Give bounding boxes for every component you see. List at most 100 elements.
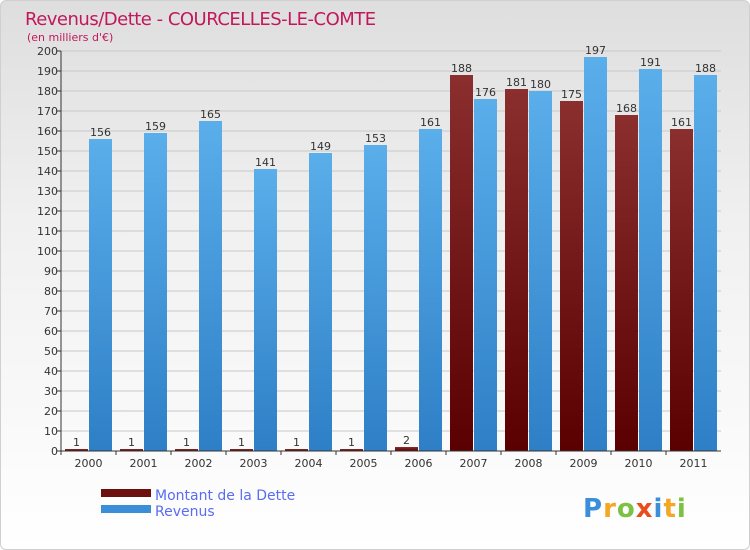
value-label-dette-2001: 1 — [128, 436, 135, 449]
x-tick-label: 2007 — [460, 457, 488, 470]
value-label-dette-2007: 188 — [451, 62, 472, 75]
logo-letter: i — [677, 494, 687, 524]
bar-dette-2009 — [560, 101, 583, 451]
y-tick-label: 100 — [37, 245, 58, 258]
bar-revenus-2010 — [639, 69, 662, 451]
bar-dette-2010 — [615, 115, 638, 451]
bar-dette-2005 — [340, 449, 363, 451]
value-label-revenus-2009: 197 — [585, 44, 606, 57]
value-label-revenus-2005: 153 — [365, 132, 386, 145]
x-tick-label: 2005 — [350, 457, 378, 470]
value-label-dette-2003: 1 — [238, 436, 245, 449]
bar-revenus-2007 — [474, 99, 497, 451]
x-tick-label: 2004 — [295, 457, 323, 470]
y-tick-label: 130 — [37, 185, 58, 198]
bar-revenus-2003 — [254, 169, 277, 451]
y-tick-label: 0 — [51, 445, 58, 458]
y-tick-label: 140 — [37, 165, 58, 178]
value-label-dette-2004: 1 — [293, 436, 300, 449]
bar-revenus-2000 — [89, 139, 112, 451]
chart-subtitle: (en milliers d'€) — [27, 31, 113, 44]
chart-title: Revenus/Dette - COURCELLES-LE-COMTE — [25, 9, 376, 30]
bar-revenus-2004 — [309, 153, 332, 451]
logo-letter: r — [603, 494, 617, 524]
y-tick-label: 160 — [37, 125, 58, 138]
legend-swatch-revenus — [101, 505, 151, 513]
value-label-revenus-2006: 161 — [420, 116, 441, 129]
y-tick-label: 190 — [37, 65, 58, 78]
y-tick-label: 180 — [37, 85, 58, 98]
legend-label-dette: Montant de la Dette — [155, 488, 295, 504]
x-tick-label: 2011 — [680, 457, 708, 470]
bar-revenus-2009 — [584, 57, 607, 451]
logo-letter: o — [617, 494, 636, 524]
x-tick-label: 2001 — [130, 457, 158, 470]
x-tick-label: 2010 — [625, 457, 653, 470]
gridlines — [61, 50, 721, 452]
logo-letter: P — [583, 494, 603, 524]
legend-label-revenus: Revenus — [155, 504, 215, 520]
value-label-dette-2002: 1 — [183, 436, 190, 449]
value-label-dette-2011: 161 — [671, 116, 692, 129]
y-tick-label: 170 — [37, 105, 58, 118]
logo-letter: x — [636, 494, 654, 524]
value-label-dette-2000: 1 — [73, 436, 80, 449]
value-label-revenus-2002: 165 — [200, 108, 221, 121]
y-tick-label: 80 — [44, 285, 58, 298]
y-tick-label: 50 — [44, 345, 58, 358]
y-axis: 0 10 20 30 40 50 60 70 80 90 100 110 120 130 140 150 160… — [37, 45, 62, 458]
value-label-revenus-2008: 180 — [530, 78, 551, 91]
y-tick-label: 40 — [44, 365, 58, 378]
bar-dette-2004 — [285, 449, 308, 451]
value-label-revenus-2011: 188 — [695, 62, 716, 75]
bar-revenus-2005 — [364, 145, 387, 451]
value-label-revenus-2010: 191 — [640, 56, 661, 69]
bar-revenus-2006 — [419, 129, 442, 451]
x-tick-label: 2000 — [75, 457, 103, 470]
bar-revenus-2001 — [144, 133, 167, 451]
y-tick-label: 90 — [44, 265, 58, 278]
value-label-dette-2008: 181 — [506, 76, 527, 89]
x-tick-label: 2009 — [570, 457, 598, 470]
logo-letter: t — [663, 494, 676, 524]
legend-swatch-dette — [101, 489, 151, 497]
bar-dette-2006 — [395, 447, 418, 451]
value-label-revenus-2000: 156 — [90, 126, 111, 139]
legend: Montant de la Dette Revenus — [101, 488, 295, 520]
y-tick-label: 30 — [44, 385, 58, 398]
value-label-revenus-2007: 176 — [475, 86, 496, 99]
bar-dette-2002 — [175, 449, 198, 451]
y-tick-label: 70 — [44, 305, 58, 318]
x-tick-label: 2008 — [515, 457, 543, 470]
value-label-dette-2010: 168 — [616, 102, 637, 115]
value-label-dette-2005: 1 — [348, 436, 355, 449]
proxiti-logo: Proxiti — [583, 494, 687, 524]
bar-dette-2011 — [670, 129, 693, 451]
x-tick-label: 2002 — [185, 457, 213, 470]
logo-letter: i — [654, 494, 664, 524]
bar-revenus-2011 — [694, 75, 717, 451]
x-axis: 2000 2001 2002 2003 2004 2005 2006 2007 2008 2009… — [60, 450, 721, 470]
bar-revenus-2002 — [199, 121, 222, 451]
x-tick-label: 2003 — [240, 457, 268, 470]
y-tick-label: 150 — [37, 145, 58, 158]
value-label-revenus-2001: 159 — [145, 120, 166, 133]
bar-dette-2008 — [505, 89, 528, 451]
value-label-dette-2006: 2 — [403, 434, 410, 447]
x-tick-label: 2006 — [405, 457, 433, 470]
bar-dette-2003 — [230, 449, 253, 451]
y-tick-label: 10 — [44, 425, 58, 438]
value-label-revenus-2004: 149 — [310, 140, 331, 153]
bar-dette-2007 — [450, 75, 473, 451]
bar-dette-2000 — [65, 449, 88, 451]
bar-dette-2001 — [120, 449, 143, 451]
value-label-dette-2009: 175 — [561, 88, 582, 101]
y-tick-label: 20 — [44, 405, 58, 418]
y-tick-label: 120 — [37, 205, 58, 218]
y-tick-label: 60 — [44, 325, 58, 338]
value-label-revenus-2003: 141 — [255, 156, 276, 169]
y-tick-label: 200 — [37, 45, 58, 58]
